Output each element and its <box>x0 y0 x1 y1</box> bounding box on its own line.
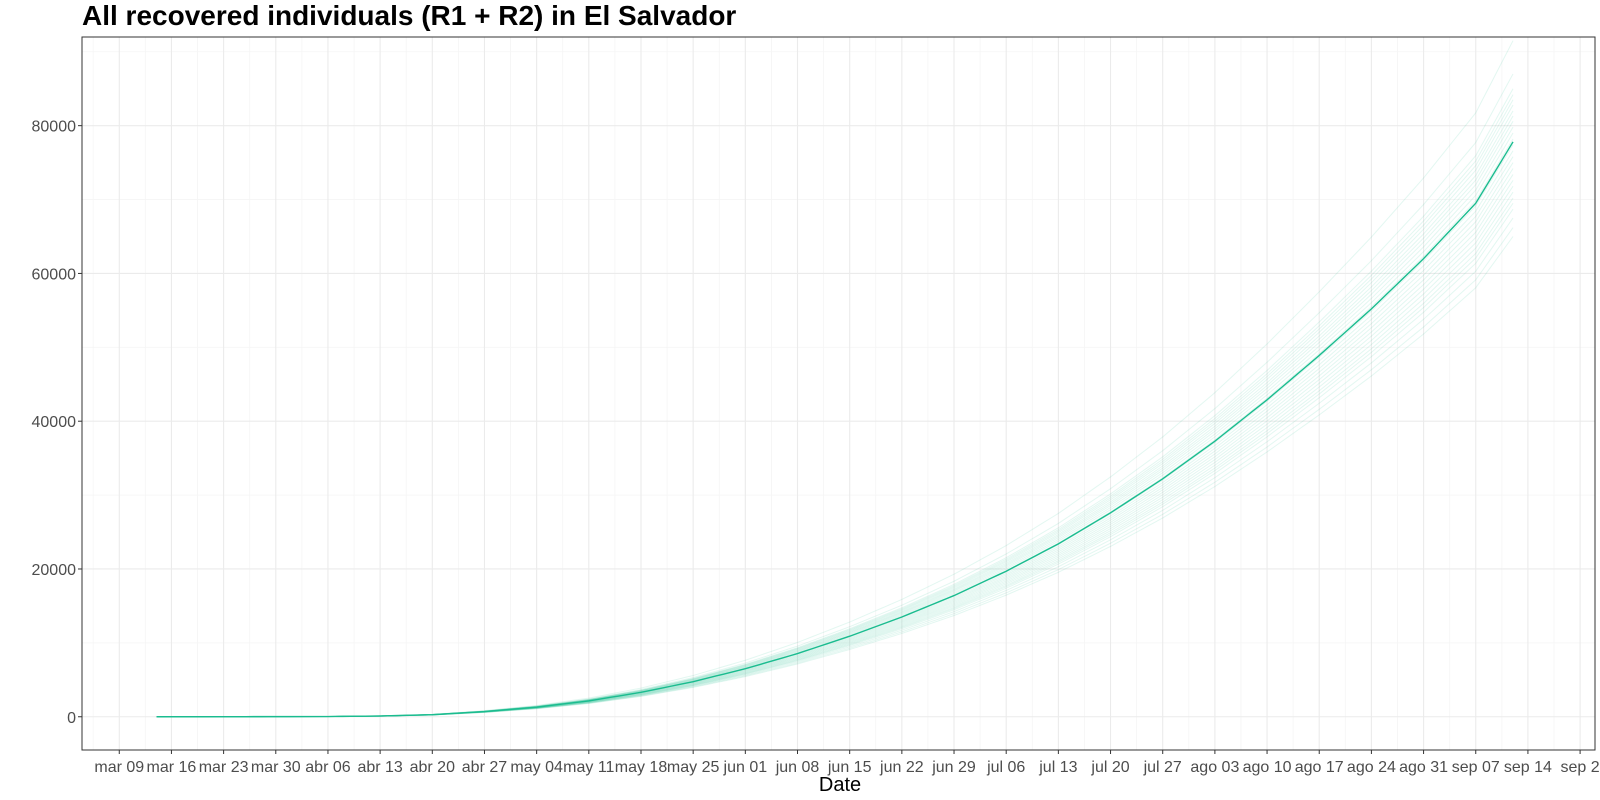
x-tick-label: ago 17 <box>1295 759 1344 776</box>
x-tick-label: may 04 <box>510 759 563 776</box>
x-tick-label: mar 30 <box>251 759 301 776</box>
x-tick-label: abr 06 <box>305 759 350 776</box>
x-tick-label: ago 24 <box>1347 759 1396 776</box>
y-tick-label: 60000 <box>32 266 77 283</box>
series-lines <box>156 141 1514 718</box>
x-tick-label: ago 31 <box>1399 759 1448 776</box>
x-tick-label: jul 13 <box>1038 759 1077 776</box>
x-tick-label: jun 01 <box>723 759 768 776</box>
x-axis-title: Date <box>819 774 861 796</box>
y-tick-label: 40000 <box>32 414 77 431</box>
x-axis-ticks: mar 09 mar 16 mar 23 mar 30 abr 06 abr 13 abr … <box>94 750 1600 776</box>
x-tick-label: abr 20 <box>410 759 455 776</box>
y-tick-label: 20000 <box>32 562 77 579</box>
x-tick-label: mar 23 <box>199 759 249 776</box>
x-tick-label: jul 06 <box>986 759 1025 776</box>
x-tick-label: abr 27 <box>462 759 507 776</box>
main-series-line <box>156 141 1514 718</box>
x-tick-label: may 11 <box>563 759 614 776</box>
y-tick-label: 0 <box>67 710 76 727</box>
panel-border <box>81 36 1596 751</box>
x-tick-label: mar 09 <box>94 759 144 776</box>
x-tick-label: jun 08 <box>775 759 820 776</box>
x-tick-label: sep 14 <box>1504 759 1552 776</box>
x-tick-label: abr 13 <box>357 759 402 776</box>
chart-title: All recovered individuals (R1 + R2) in E… <box>82 0 736 31</box>
x-tick-label: ago 03 <box>1190 759 1239 776</box>
x-tick-label: sep 07 <box>1452 759 1500 776</box>
x-tick-label: ago 10 <box>1243 759 1292 776</box>
x-tick-label: jun 22 <box>879 759 924 776</box>
y-axis-ticks: 0 20000 40000 60000 80000 <box>32 119 82 727</box>
x-tick-label: jul 27 <box>1143 759 1182 776</box>
x-tick-label: jun 15 <box>827 759 872 776</box>
x-tick-label: sep 2 <box>1561 759 1600 776</box>
grid-lines <box>82 37 1595 750</box>
x-tick-label: jul 20 <box>1090 759 1129 776</box>
x-tick-label: may 25 <box>667 759 720 776</box>
x-tick-label: mar 16 <box>147 759 197 776</box>
y-tick-label: 80000 <box>32 119 77 136</box>
x-tick-label: jun 29 <box>931 759 976 776</box>
x-tick-label: may 18 <box>615 759 668 776</box>
